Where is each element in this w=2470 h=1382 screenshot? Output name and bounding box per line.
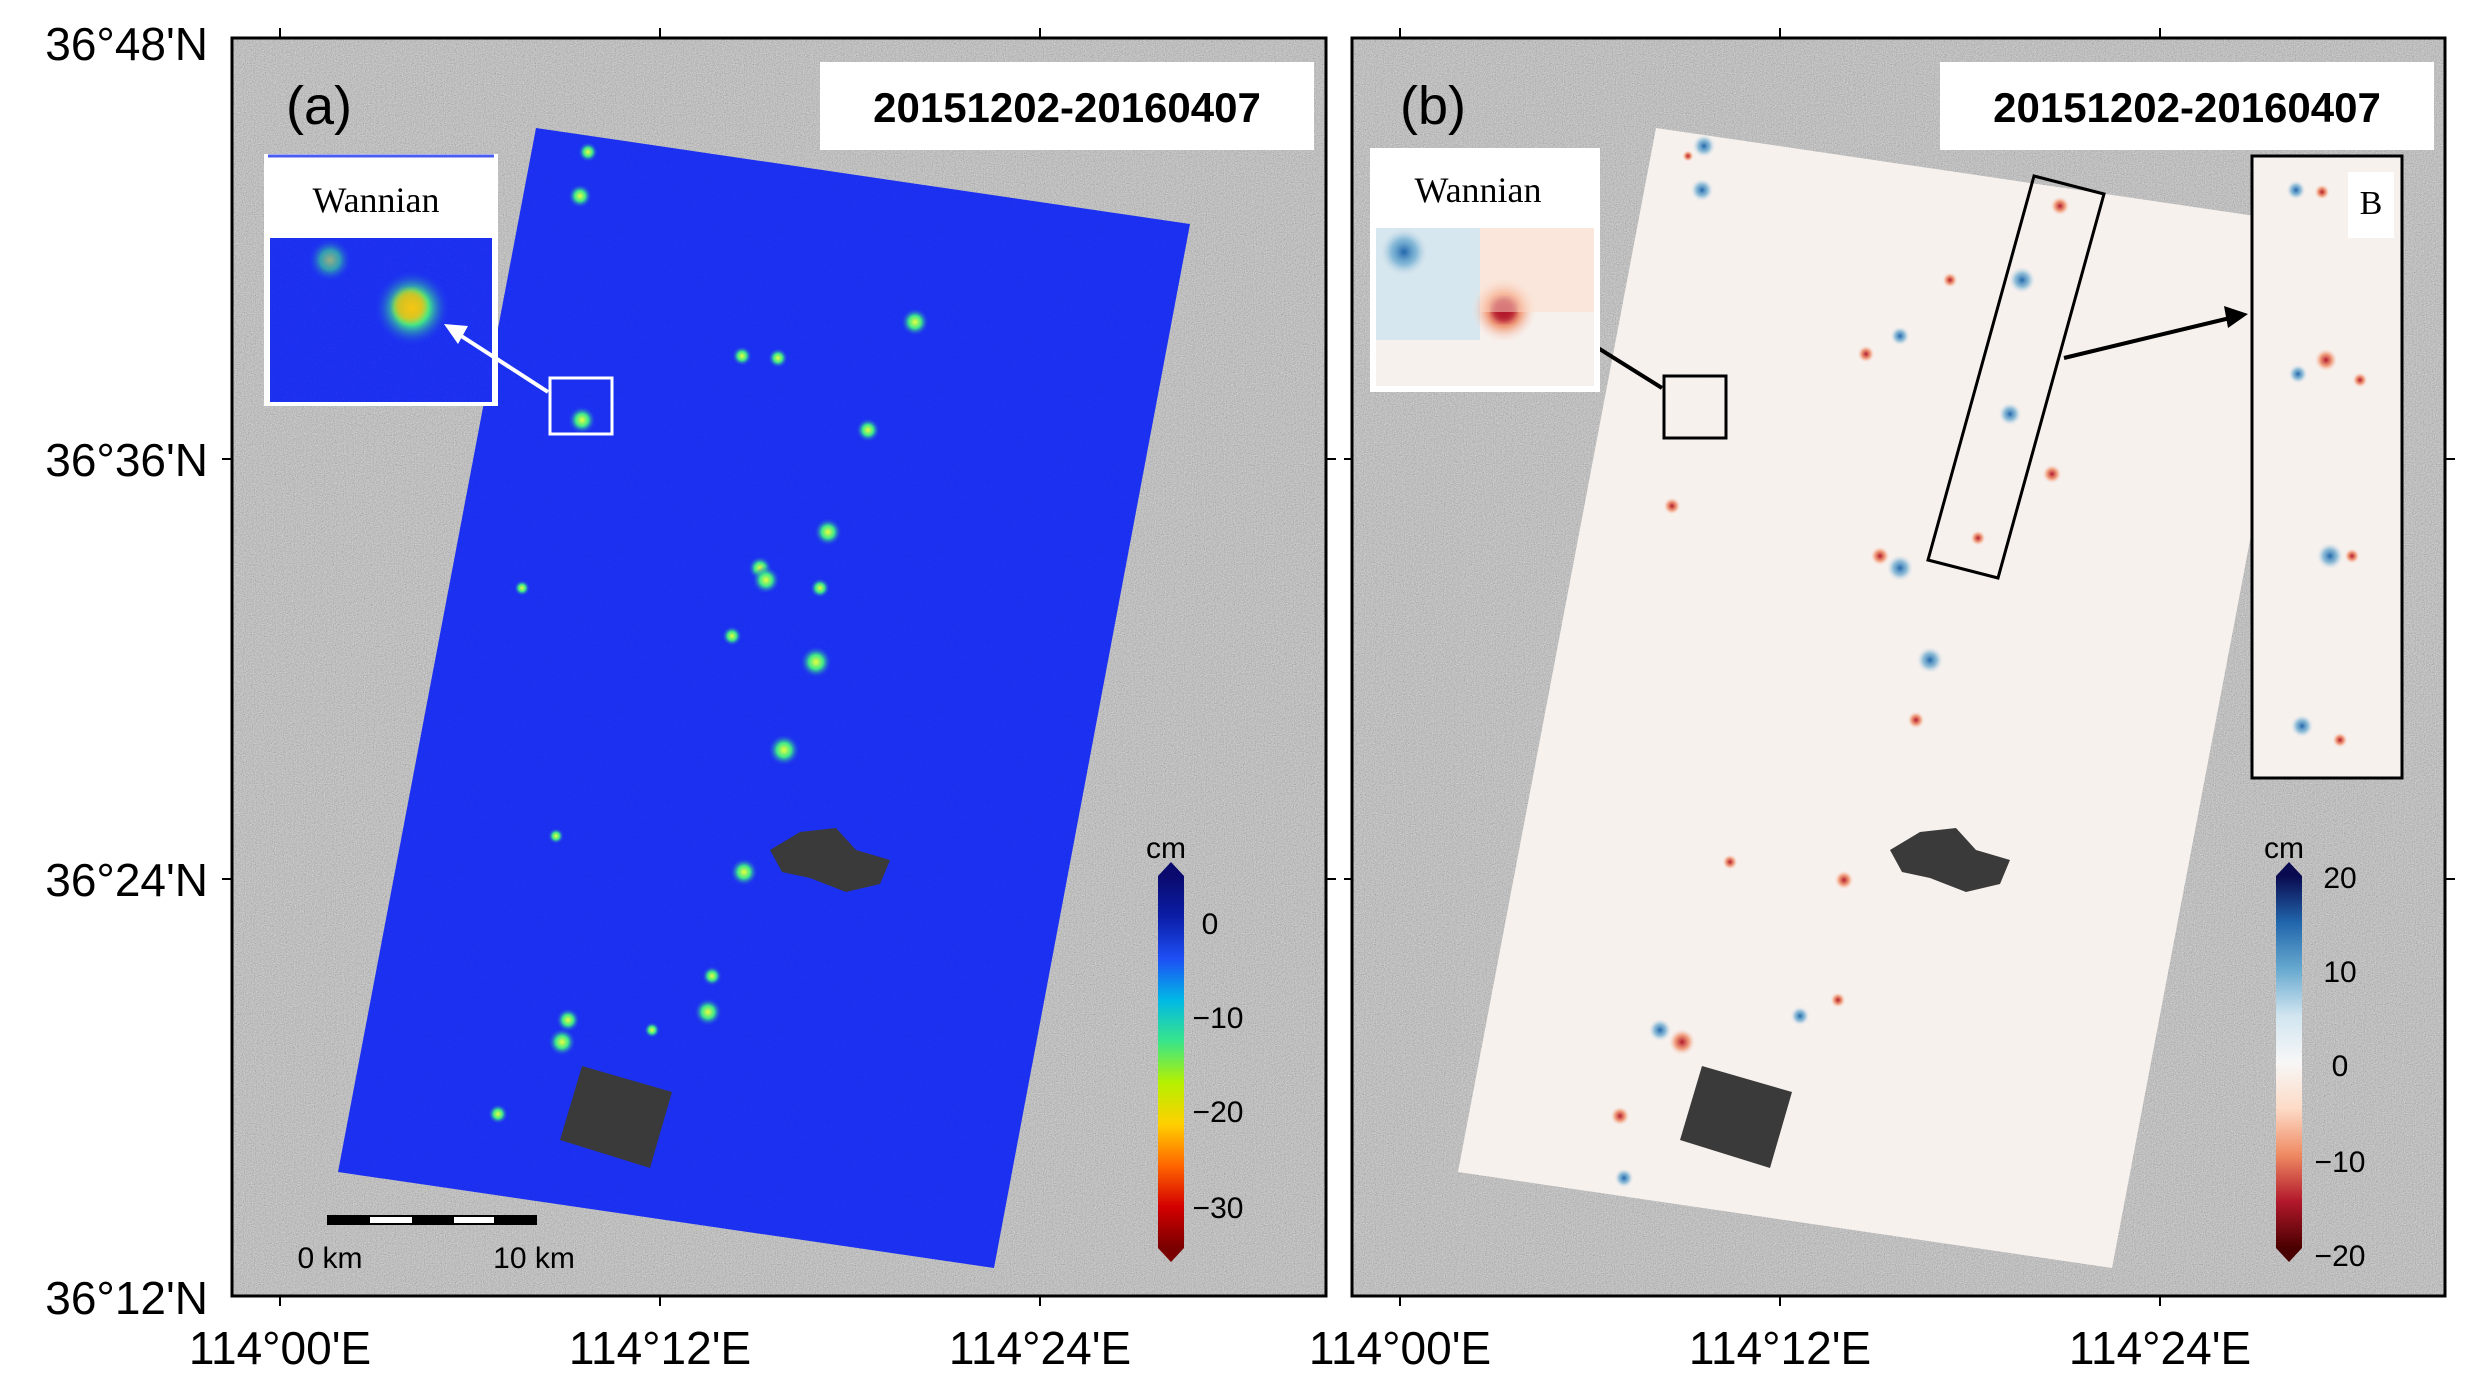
colorbar-b-bottom-cap bbox=[2276, 1248, 2302, 1262]
colorbar-unit-a: cm bbox=[1146, 832, 1186, 865]
lon-label-b-2: 114°24'E bbox=[2069, 1322, 2251, 1374]
lon-label-b-0: 114°00'E bbox=[1309, 1322, 1491, 1374]
reservoir-a-2 bbox=[560, 1066, 672, 1168]
panel-label-b: (b) bbox=[1400, 76, 1466, 136]
inset-arrowhead-b2 bbox=[2224, 306, 2248, 328]
colorbar-tick-b-1: 10 bbox=[2323, 956, 2356, 989]
zoom-box-wannian-b bbox=[1662, 374, 1728, 440]
panel-a bbox=[232, 38, 1326, 1296]
date-range-a: 20151202-20160407 bbox=[873, 84, 1261, 131]
colorbar-b bbox=[2276, 876, 2302, 1248]
panel-label-a: (a) bbox=[286, 76, 352, 136]
inset-arrow-b2 bbox=[2063, 316, 2231, 360]
inset-wannian-a bbox=[264, 154, 498, 406]
lon-label-a-0: 114°00'E bbox=[189, 1322, 371, 1374]
colorbar-tick-b-3: −10 bbox=[2315, 1146, 2366, 1179]
tick-marks bbox=[222, 28, 2455, 1306]
colorbar-tick-b-4: −20 bbox=[2315, 1240, 2366, 1273]
scalebar-end-label: 10 km bbox=[493, 1242, 575, 1275]
inset-title-b: Wannian bbox=[1414, 170, 1541, 210]
lon-label-a-1: 114°12'E bbox=[569, 1322, 751, 1374]
inset-wannian-b bbox=[1370, 148, 1600, 392]
lat-label-1: 36°36'N bbox=[45, 434, 208, 486]
colorbar-a-top-cap bbox=[1158, 862, 1184, 876]
lon-label-a-2: 114°24'E bbox=[949, 1322, 1131, 1374]
panel-b bbox=[1352, 38, 2445, 1296]
colorbar-tick-a-2: −20 bbox=[1193, 1096, 1244, 1129]
swath-speckle-b bbox=[1458, 128, 2310, 1268]
scalebar bbox=[327, 1215, 537, 1225]
lat-label-3: 36°12'N bbox=[45, 1272, 208, 1324]
scalebar-start-label: 0 km bbox=[297, 1242, 362, 1275]
lon-label-b-1: 114°12'E bbox=[1689, 1322, 1871, 1374]
colorbar-tick-b-0: 20 bbox=[2323, 862, 2356, 895]
latitude-labels: 36°48'N 36°36'N 36°24'N 36°12'N bbox=[45, 18, 208, 1324]
colorbar-a-bottom-cap bbox=[1158, 1248, 1184, 1262]
deformation-spots-a bbox=[488, 142, 929, 1124]
colorbar-tick-a-1: −10 bbox=[1193, 1002, 1244, 1035]
lat-label-0: 36°48'N bbox=[45, 18, 208, 70]
reservoir-a-1 bbox=[770, 828, 890, 892]
colorbar-ticks-a: 0 −10 −20 −30 bbox=[1193, 908, 1244, 1225]
date-range-b: 20151202-20160407 bbox=[1993, 84, 2381, 131]
deformation-spots-b bbox=[1610, 134, 2070, 1188]
colorbar-tick-b-2: 0 bbox=[2332, 1050, 2349, 1083]
inset-arrow-a bbox=[450, 328, 550, 394]
inset-b-region bbox=[2250, 154, 2404, 780]
inset-arrowhead-a bbox=[444, 324, 468, 344]
colorbar-ticks-b: 20 10 0 −10 −20 bbox=[2315, 862, 2366, 1273]
lat-label-2: 36°24'N bbox=[45, 854, 208, 906]
longitude-labels: 114°00'E 114°12'E 114°24'E 114°00'E 114°… bbox=[189, 1322, 2251, 1374]
colorbar-tick-a-0: 0 bbox=[1202, 908, 1219, 941]
inset-b-title: B bbox=[2360, 185, 2383, 222]
date-box-a bbox=[820, 62, 1314, 150]
frame-b bbox=[1350, 36, 2447, 1298]
inset-title-a: Wannian bbox=[312, 180, 439, 220]
frame-a bbox=[230, 36, 1328, 1298]
reservoir-b-1 bbox=[1890, 828, 2010, 892]
colorbar-b-top-cap bbox=[2276, 862, 2302, 876]
date-box-b bbox=[1940, 62, 2434, 150]
colorbar-unit-b: cm bbox=[2264, 832, 2304, 865]
zoom-box-a bbox=[548, 376, 614, 436]
colorbar-tick-a-3: −30 bbox=[1193, 1192, 1244, 1225]
colorbar-a bbox=[1158, 876, 1184, 1248]
region-b-box bbox=[1926, 174, 2106, 580]
reservoir-b-2 bbox=[1680, 1066, 1792, 1168]
